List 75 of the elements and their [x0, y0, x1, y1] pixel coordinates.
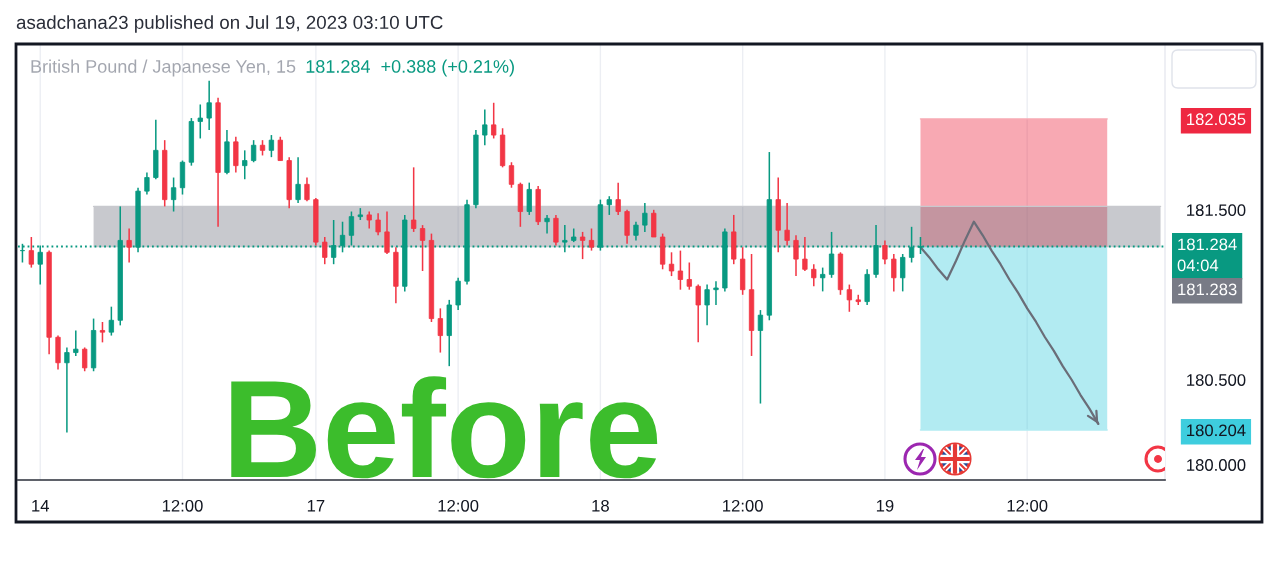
candlestick: [686, 261, 692, 291]
candlestick: [900, 253, 906, 293]
candlestick: [73, 329, 79, 357]
candlestick: [615, 181, 621, 216]
candlestick: [64, 346, 70, 434]
candlestick: [233, 135, 239, 174]
candlestick: [633, 220, 639, 242]
candlestick: [411, 166, 417, 233]
x-tick-label: 12:00: [438, 499, 479, 512]
candlestick: [882, 239, 888, 265]
y-tick-label: 180.204: [1187, 424, 1246, 437]
candlestick: [606, 195, 612, 216]
candlestick: [624, 209, 630, 245]
annotation: Before: [231, 376, 658, 479]
candlestick: [170, 176, 177, 213]
candlestick: [277, 135, 283, 162]
candlestick: [384, 210, 390, 255]
candlestick: [82, 346, 88, 373]
candlestick: [491, 102, 497, 140]
candlestick: [668, 251, 675, 277]
candlestick: [588, 227, 595, 252]
candlestick: [455, 277, 461, 311]
candlestick: [891, 253, 897, 293]
candlestick: [802, 236, 808, 272]
candlestick: [437, 307, 443, 354]
candlestick: [144, 171, 150, 196]
candlestick: [375, 212, 381, 237]
text: 181.284 +0.388 (+0.21%): [306, 59, 514, 77]
candlestick: [304, 176, 310, 203]
candlestick: [508, 161, 515, 189]
candlestick: [108, 305, 114, 337]
candlestick: [268, 134, 275, 158]
candlestick: [677, 249, 684, 291]
x-tick-label: 17: [307, 500, 325, 512]
x-tick-label: 19: [876, 499, 894, 512]
candlestick: [811, 263, 817, 288]
ref-line-label: 181.284 04:04: [1177, 238, 1237, 272]
candlestick: [704, 283, 710, 327]
candlestick: [553, 214, 559, 247]
y-tick-label: 181.500: [1187, 204, 1246, 217]
y-tick-label: 180.500: [1187, 374, 1246, 386]
text: asadchana23 published on Jul 19, 2023 03:10 UTC: [16, 15, 443, 33]
x-tick-label: 14: [32, 500, 50, 512]
candlestick: [206, 79, 212, 131]
candlestick: [784, 202, 790, 247]
candlestick: [419, 224, 426, 272]
candlestick: [579, 231, 586, 260]
candlestick: [28, 236, 34, 269]
candlestick: [695, 283, 701, 344]
y-tick-label: 182.035: [1187, 113, 1246, 126]
candlestick: [295, 156, 301, 204]
candlestick: [99, 321, 106, 344]
candlestick: [242, 149, 248, 181]
candlestick: [197, 103, 203, 140]
y-tick-label: 180.000: [1187, 459, 1246, 471]
text: 181.283: [1178, 283, 1237, 296]
candlestick: [250, 139, 257, 164]
candlestick: [820, 266, 826, 293]
candlestick: [642, 202, 648, 233]
candlestick: [757, 309, 764, 405]
x-tick-label: 12:00: [723, 499, 763, 512]
candlestick: [713, 280, 719, 306]
candlestick: [348, 210, 355, 247]
x-tick-label: 12:00: [162, 499, 203, 512]
candlestick: [322, 236, 328, 265]
text: British Pound / Japanese Yen, 15: [31, 59, 296, 77]
candlestick: [793, 234, 799, 277]
x-tick-label: 18: [592, 499, 609, 512]
candlestick: [526, 181, 532, 216]
candlestick: [482, 108, 488, 147]
candlestick: [846, 283, 852, 313]
x-tick-label: 12:00: [1007, 499, 1048, 512]
candlestick: [126, 227, 132, 264]
candlestick: [651, 209, 657, 238]
candlestick: [544, 214, 550, 235]
